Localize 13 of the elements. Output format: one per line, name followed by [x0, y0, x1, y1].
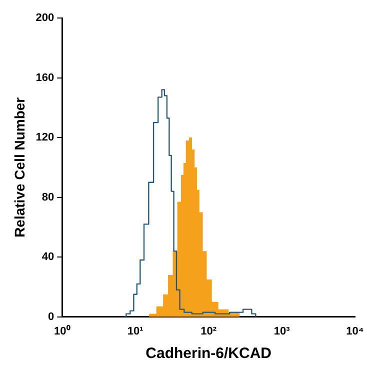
x-tick-label: 10²: [200, 325, 217, 338]
x-tick-label: 10¹: [127, 325, 144, 338]
y-tick-label: 120: [36, 132, 54, 144]
x-axis-title: Cadherin-6/KCAD: [146, 345, 272, 362]
x-tick-label: 10³: [274, 325, 290, 338]
y-tick-label: 80: [42, 191, 54, 204]
y-tick-label: 0: [48, 310, 54, 323]
x-tick-label: 10⁴: [346, 325, 364, 338]
y-tick-label: 160: [36, 72, 54, 84]
x-tick-label: 10⁰: [54, 324, 70, 338]
y-axis-title: Relative Cell Number: [11, 96, 28, 238]
y-tick-label: 200: [36, 12, 54, 24]
y-tick-label: 40: [42, 251, 54, 264]
